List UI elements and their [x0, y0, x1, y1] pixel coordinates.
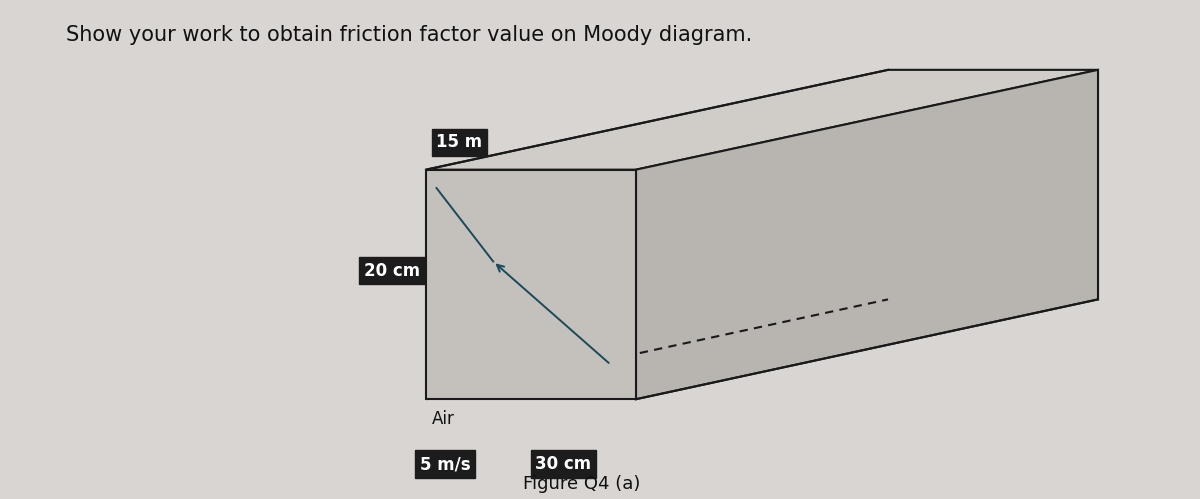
- Text: 20 cm: 20 cm: [364, 261, 420, 279]
- Text: Show your work to obtain friction factor value on Moody diagram.: Show your work to obtain friction factor…: [66, 25, 752, 45]
- Text: 15 m: 15 m: [437, 133, 482, 151]
- Text: 30 cm: 30 cm: [535, 455, 592, 473]
- Polygon shape: [426, 170, 636, 399]
- Polygon shape: [426, 70, 1098, 170]
- Text: Air: Air: [432, 410, 455, 428]
- Text: Figure Q4 (a): Figure Q4 (a): [523, 475, 641, 493]
- Polygon shape: [888, 70, 1098, 299]
- Polygon shape: [636, 70, 1098, 399]
- Text: 5 m/s: 5 m/s: [420, 455, 470, 473]
